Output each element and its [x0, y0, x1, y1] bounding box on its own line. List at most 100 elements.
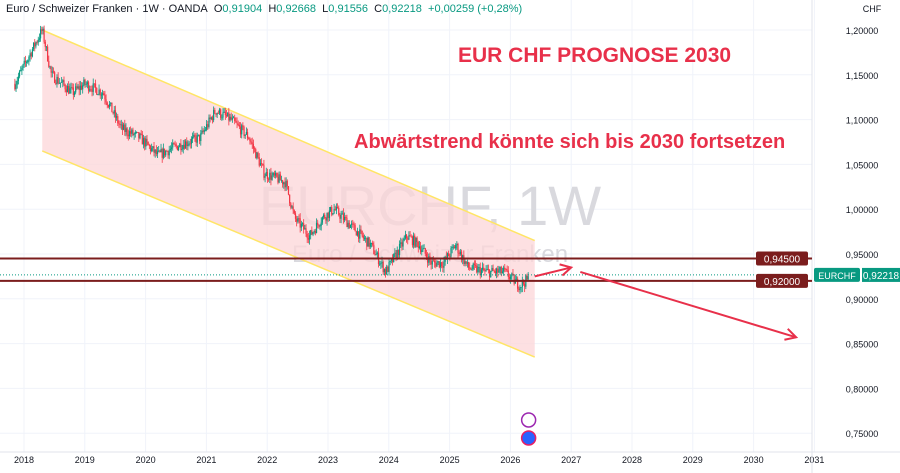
open-value: 0,91904 [222, 3, 263, 15]
candle-body [282, 180, 284, 185]
candle-body [160, 149, 162, 153]
candle-body [52, 71, 55, 73]
x-tick-label: 2028 [622, 455, 642, 465]
candle-body [387, 266, 389, 272]
candle-body [49, 66, 51, 68]
candle-body [41, 29, 43, 31]
candle-body [379, 263, 381, 265]
candle-body [276, 172, 278, 177]
candle-body [68, 86, 70, 94]
candle-body [243, 126, 245, 136]
candle-body [383, 269, 385, 273]
y-tick-label: 0,90000 [846, 295, 879, 305]
candle-body [103, 93, 105, 96]
candle-body [277, 176, 279, 183]
candle-body [181, 149, 183, 151]
candle-body [308, 235, 311, 240]
candle-body [84, 79, 86, 85]
candle-body [48, 60, 50, 67]
currency-label: CHF [863, 4, 882, 14]
candle-body [45, 46, 48, 48]
candle-body [483, 267, 485, 271]
candle-body [120, 124, 122, 126]
candle-body [359, 229, 361, 239]
candle-body [165, 150, 167, 156]
candle-body [121, 124, 124, 130]
candle-body [522, 280, 525, 284]
candle-body [293, 210, 295, 214]
candle-body [149, 145, 152, 151]
candle-body [315, 222, 318, 234]
candle-body [153, 146, 155, 153]
x-tick-label: 2022 [257, 455, 277, 465]
candle-body [94, 83, 97, 88]
candle-body [100, 94, 103, 96]
symbol-name[interactable]: Euro / Schweizer Franken · 1W · OANDA [6, 3, 208, 15]
candle-body [358, 231, 360, 239]
candle-body [214, 109, 216, 114]
candle-body [376, 252, 378, 255]
candle-body [342, 213, 345, 221]
candle-body [90, 89, 92, 91]
candle-body [184, 141, 187, 149]
candle-body [332, 213, 334, 215]
candle-body [263, 165, 265, 178]
candle-body [190, 138, 193, 144]
candle-body [234, 117, 236, 121]
candle-body [487, 269, 490, 270]
candle-body [187, 144, 189, 147]
candle-body [349, 224, 352, 228]
candle-body [126, 128, 128, 135]
candle-body [161, 149, 163, 158]
candle-body [213, 109, 215, 121]
candle-body [292, 206, 294, 211]
candle-body [465, 261, 467, 264]
candle-body [216, 112, 218, 115]
candle-body [124, 124, 126, 132]
candle-body [54, 72, 56, 83]
x-tick-label: 2031 [804, 455, 824, 465]
candle-body [137, 131, 139, 133]
candle-body [23, 60, 25, 65]
candle-body [401, 242, 403, 247]
candle-body [409, 235, 411, 237]
candle-body [410, 236, 412, 238]
annotation-subtitle[interactable]: Abwärtstrend könnte sich bis 2030 fortse… [354, 131, 786, 153]
candle-body [163, 148, 166, 156]
candle-body [192, 136, 194, 139]
annotation-title[interactable]: EUR CHF PROGNOSE 2030 [458, 44, 732, 67]
candle-body [194, 134, 196, 138]
candle-body [479, 267, 481, 276]
candle-body [105, 99, 107, 103]
candle-body [268, 178, 270, 180]
candle-body [519, 287, 521, 291]
candle-body [313, 230, 315, 233]
candle-body [303, 223, 305, 230]
candle-body [334, 209, 336, 211]
candle-body [18, 71, 21, 77]
close-value: 0,92218 [382, 3, 422, 15]
candle-body [139, 133, 141, 139]
candle-body [87, 82, 90, 91]
candle-body [104, 95, 106, 100]
candle-body [507, 270, 509, 277]
candle-body [119, 124, 121, 125]
candle-body [464, 261, 466, 264]
candle-body [197, 134, 200, 136]
candle-body [285, 180, 287, 188]
y-tick-label: 0,95000 [846, 250, 879, 260]
candle-body [201, 130, 203, 134]
candle-body [317, 222, 319, 225]
candle-body [248, 138, 250, 140]
channel-lower-line [41, 150, 536, 358]
candle-body [394, 252, 396, 254]
candle-body [296, 218, 298, 222]
candle-body [478, 267, 480, 268]
candle-body [326, 212, 328, 221]
candle-body [217, 112, 219, 114]
candle-body [513, 274, 515, 284]
candle-body [36, 42, 38, 44]
candle-body [420, 246, 422, 253]
candle-body [486, 269, 488, 270]
